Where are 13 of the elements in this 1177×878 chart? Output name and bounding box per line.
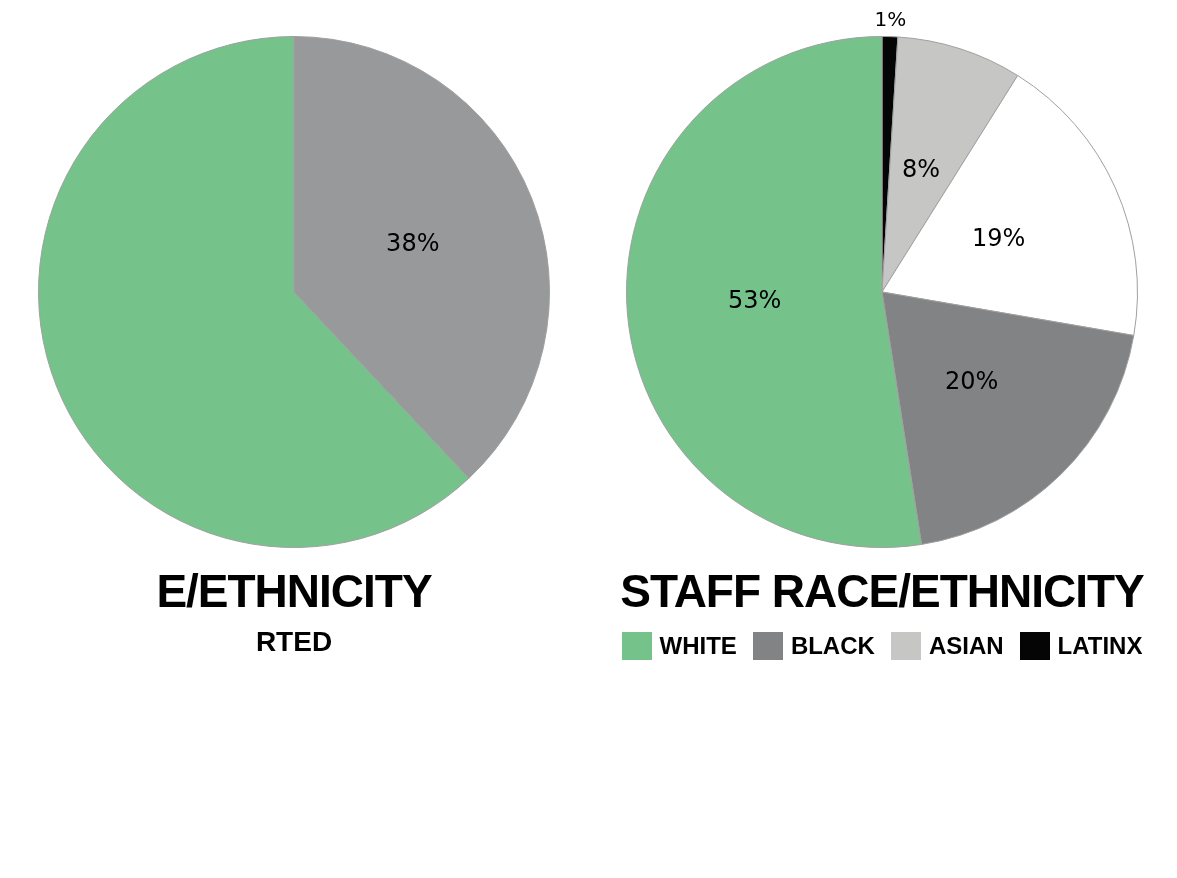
legend-label: ASIAN bbox=[928, 632, 1004, 660]
text: RTED bbox=[255, 626, 333, 658]
data-label: 1% bbox=[874, 6, 907, 31]
legend-label: LATINX bbox=[1057, 632, 1143, 660]
data-label: 53% bbox=[727, 286, 782, 315]
data-label: 19% bbox=[971, 224, 1026, 253]
data-label: 20% bbox=[944, 367, 999, 396]
legend-label: BLACK bbox=[790, 632, 875, 660]
text: STAFF RACE/ETHNICITY bbox=[620, 564, 1144, 618]
legend-label: WHITE bbox=[659, 632, 737, 660]
data-label: 38% bbox=[386, 229, 440, 258]
text: E/ETHNICITY bbox=[156, 564, 432, 618]
data-label: 8% bbox=[902, 154, 941, 183]
